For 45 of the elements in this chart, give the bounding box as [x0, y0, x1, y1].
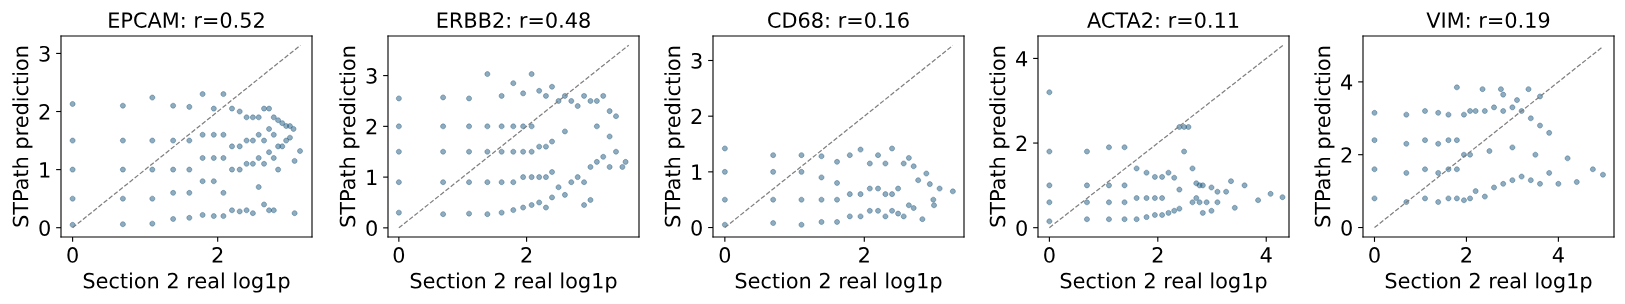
x-tick-label: 2: [1461, 247, 1471, 263]
y-tick-label: 0: [39, 220, 50, 236]
y-axis-title: STPath prediction: [12, 46, 33, 227]
x-tick-label: 2: [859, 247, 869, 263]
x-tick-label: 2: [212, 247, 223, 263]
y-tick-label: 2: [1341, 147, 1352, 163]
y-tick-label: 2: [1016, 135, 1027, 151]
y-tick-label: 3: [691, 52, 702, 69]
y-tick-label: 3: [39, 45, 50, 62]
y-tick-label: 1: [692, 164, 702, 180]
y-tick-label: 4: [1016, 51, 1028, 67]
y-tick-label: 0: [691, 219, 702, 236]
x-tick-label: 4: [1552, 247, 1564, 263]
x-axis-title: Section 2 real log1p: [83, 272, 290, 293]
chart-title: EPCAM: r=0.52: [109, 12, 264, 28]
y-axis-title: STPath prediction: [339, 46, 360, 227]
y-tick-label: 3: [366, 68, 377, 84]
y-tick-label: 1: [367, 169, 377, 186]
x-tick-label: 0: [1369, 247, 1380, 263]
y-tick-label: 1: [40, 162, 50, 178]
x-tick-label: 0: [393, 247, 405, 263]
y-tick-label: 2: [366, 118, 377, 135]
y-tick-label: 2: [39, 103, 50, 120]
y-tick-label: 0: [1016, 220, 1027, 236]
x-axis-title: Section 2 real log1p: [1060, 272, 1267, 293]
y-axis-title: STPath prediction: [1314, 46, 1335, 227]
x-tick-label: 0: [67, 247, 78, 263]
x-axis-title: Section 2 real log1p: [1385, 272, 1592, 293]
x-axis-title: Section 2 real log1p: [410, 272, 617, 293]
y-axis-title: STPath prediction: [664, 46, 685, 227]
y-tick-label: 2: [691, 108, 702, 125]
y-tick-label: 0: [366, 220, 377, 237]
y-axis-title: STPath prediction: [989, 46, 1010, 227]
y-tick-label: 4: [1341, 74, 1353, 90]
x-tick-label: 2: [1152, 247, 1163, 263]
chart-title: VIM: r=0.19: [1426, 12, 1550, 28]
y-tick-label: 0: [1341, 219, 1352, 236]
x-tick-label: 0: [719, 247, 731, 263]
chart-title: CD68: r=0.16: [768, 12, 909, 28]
x-tick-label: 4: [1260, 247, 1272, 263]
x-tick-label: 0: [1044, 247, 1055, 263]
x-axis-title: Section 2 real log1p: [735, 272, 942, 293]
chart-title: ERBB2: r=0.48: [437, 12, 590, 28]
x-tick-label: 2: [521, 247, 532, 263]
chart-title: ACTA2: r=0.11: [1087, 12, 1239, 28]
